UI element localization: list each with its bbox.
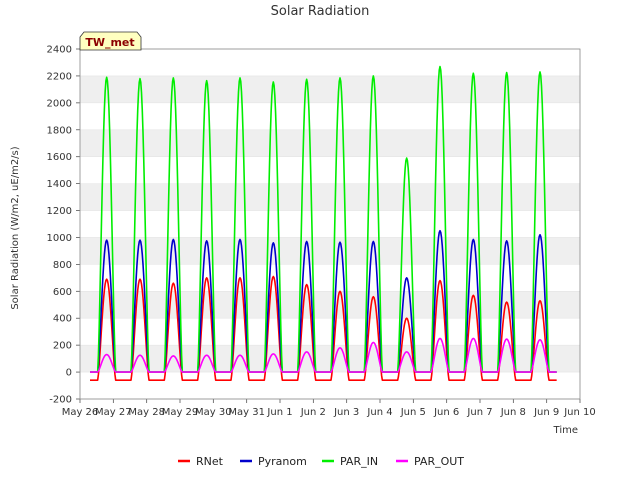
series-line-rnet (90, 275, 557, 381)
x-tick-label: May 26 (62, 407, 99, 418)
legend-label: PAR_IN (340, 455, 378, 468)
y-tick-label: 0 (66, 368, 72, 379)
station-badge-box (79, 31, 142, 51)
legend-label: RNet (196, 455, 224, 468)
x-tick-label: Jun 8 (500, 407, 526, 418)
x-tick-label: Jun 5 (400, 407, 426, 418)
x-tick-label: Jun 1 (266, 407, 292, 418)
grid-band (80, 345, 580, 373)
x-tick-label: Jun 2 (300, 407, 326, 418)
y-tick-label: 800 (53, 260, 72, 271)
x-tick-label: May 30 (195, 407, 232, 418)
grid-band (80, 183, 580, 211)
y-tick-label: 2000 (47, 98, 72, 109)
x-tick-label: Jun 10 (563, 407, 596, 418)
y-tick-label: 1800 (47, 125, 72, 136)
x-axis-label: Time (553, 425, 578, 436)
y-axis-label: Solar Radiation (W/m2, uE/m2/s) (10, 146, 21, 309)
grid-band (80, 75, 580, 103)
legend-label: Pyranom (258, 455, 307, 468)
series-lines (90, 65, 557, 381)
grid-band (80, 237, 580, 265)
series-line-par-out (90, 337, 557, 373)
station-badge: TW_met (79, 31, 142, 51)
y-axis-ticks: -200 0 200 400 600 800 1000 1200 1400 1600 1800 200… (47, 45, 80, 406)
x-tick-label: Jun 6 (433, 407, 459, 418)
x-tick-label: May 31 (228, 407, 265, 418)
x-tick-label: May 28 (128, 407, 165, 418)
y-tick-label: 1600 (47, 152, 72, 163)
y-tick-label: -200 (49, 395, 72, 406)
y-tick-label: 600 (53, 287, 72, 298)
x-tick-label: Jun 4 (366, 407, 392, 418)
y-tick-label: 1200 (47, 206, 72, 217)
y-tick-label: 2400 (47, 45, 72, 56)
x-tick-label: May 27 (95, 407, 132, 418)
legend-label: PAR_OUT (414, 455, 464, 468)
grid-band (80, 129, 580, 157)
grid-band (80, 291, 580, 319)
y-tick-label: 1400 (47, 179, 72, 190)
y-tick-label: 1000 (47, 233, 72, 244)
x-tick-label: Jun 9 (533, 407, 559, 418)
y-tick-label: 200 (53, 341, 72, 352)
x-tick-label: May 29 (162, 407, 199, 418)
y-tick-label: 2200 (47, 71, 72, 82)
x-tick-label: Jun 7 (466, 407, 492, 418)
chart-title: Solar Radiation (271, 4, 370, 19)
x-tick-label: Jun 3 (333, 407, 359, 418)
plot-frame (79, 48, 581, 400)
legend: RNet Pyranom PAR_IN PAR_OUT (178, 455, 464, 468)
y-tick-label: 400 (53, 314, 72, 325)
station-badge-label: TW_met (85, 36, 134, 49)
